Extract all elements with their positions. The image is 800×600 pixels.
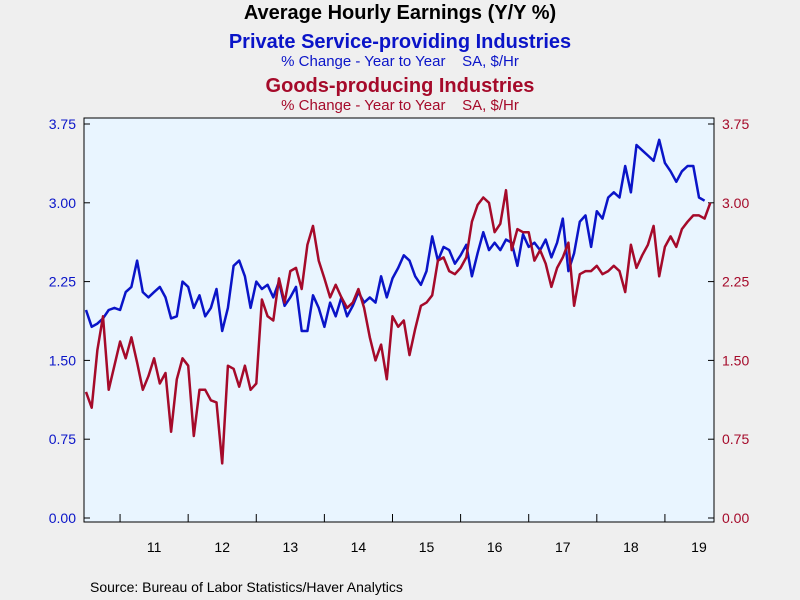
x-tick-label: 18 (623, 539, 639, 555)
x-tick-label: 12 (214, 539, 230, 555)
x-tick-label: 11 (147, 539, 162, 555)
source-note: Source: Bureau of Labor Statistics/Haver… (90, 579, 403, 595)
plot-area (83, 117, 715, 523)
y-left-tick-label: 3.00 (49, 195, 76, 211)
y-right-tick-label: 2.25 (722, 274, 749, 290)
y-right-tick-label: 3.00 (722, 195, 749, 211)
series-2-subtitle: % Change - Year to Year SA, $/Hr (281, 97, 519, 114)
y-left-tick-label: 0.00 (49, 510, 76, 526)
x-tick-label: 19 (691, 539, 707, 555)
y-left-tick-label: 2.25 (49, 274, 76, 290)
x-tick-label: 13 (283, 539, 299, 555)
series-line-private-service (84, 138, 706, 333)
y-left-tick-label: 0.75 (49, 431, 76, 447)
series-1-subtitle: % Change - Year to Year SA, $/Hr (281, 53, 519, 70)
y-right-tick-label: 0.00 (722, 510, 749, 526)
x-tick-label: 16 (487, 539, 503, 555)
series-2-name: Goods-producing Industries (265, 75, 535, 97)
y-right-tick-label: 3.75 (722, 116, 749, 132)
y-right-tick-label: 1.50 (722, 352, 749, 368)
x-tick-label: 17 (555, 539, 571, 555)
series-1-name: Private Service-providing Industries (228, 31, 572, 53)
x-tick-label: 15 (419, 539, 435, 555)
x-tick-label: 14 (351, 539, 367, 555)
y-left-tick-label: 1.50 (49, 352, 76, 368)
y-right-tick-label: 0.75 (722, 431, 749, 447)
series-line-goods-producing (84, 188, 712, 465)
y-left-tick-label: 3.75 (49, 116, 76, 132)
chart-title: Average Hourly Earnings (Y/Y %) (243, 2, 557, 24)
